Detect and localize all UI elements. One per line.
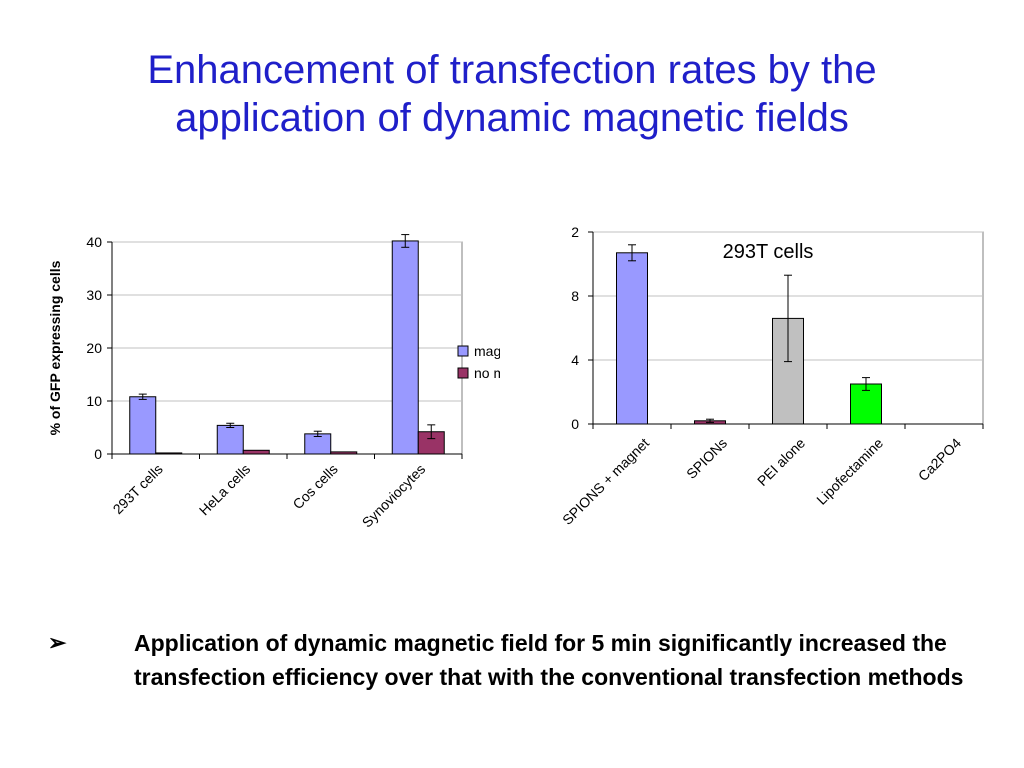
bar-magnet [216, 424, 244, 455]
x-tick-label: 293T cells [110, 461, 166, 517]
x-tick-label: PEI alone [754, 435, 808, 489]
bar-magnet [391, 240, 419, 455]
legend-label-magnet: magnet [474, 343, 500, 359]
legend-swatch-no-magnet [457, 367, 469, 379]
x-tick-label: Synoviocytes [359, 461, 429, 531]
y-tick-label: 0 [571, 416, 579, 432]
title-line-1: Enhancement of transfection rates by the [147, 48, 877, 92]
bar-magnet [129, 396, 157, 455]
arrow-bullet-icon: ➢ [48, 630, 67, 655]
y-tick-label: 10 [86, 393, 102, 409]
title-line-2: application of dynamic magnetic fields [175, 96, 849, 140]
bullet-text: Application of dynamic magnetic field fo… [134, 630, 964, 690]
293t-methods-chart: 0 4 8 2 SPIONS + magnet SPIONs PEI alone Lipofe… [559, 224, 984, 528]
x-tick-label: Cos cells [289, 461, 340, 512]
bar-no-magnet [242, 449, 270, 455]
x-tick-label: SPIONs [683, 435, 730, 482]
y-tick-label: 40 [86, 234, 102, 250]
y-tick-label: 30 [86, 287, 102, 303]
legend-label-no-magnet: no magnet [474, 365, 500, 381]
x-tick-label: Lipofectamine [813, 435, 886, 508]
y-tick-label: 0 [94, 446, 102, 462]
x-tick-label: Ca2PO4 [915, 435, 964, 484]
gfp-transfection-chart: 0 10 20 30 40 293T cells HeLa cells Cos cells Sy… [47, 234, 500, 531]
y-tick-label: 20 [86, 340, 102, 356]
x-tick-label: SPIONS + magnet [559, 435, 652, 528]
bar-1 [616, 252, 648, 425]
bar-no-magnet [155, 452, 183, 455]
y-tick-label: 2 [571, 224, 579, 240]
slide-title: Enhancement of transfection rates by the… [60, 46, 964, 142]
y-tick-label: 4 [571, 352, 579, 368]
chart-title: 293T cells [723, 241, 814, 263]
bar-no-magnet [330, 451, 358, 455]
y-tick-label: 8 [571, 288, 579, 304]
legend-swatch-magnet [457, 345, 469, 357]
y-axis-label: % of GFP expressing cells [47, 260, 63, 435]
x-tick-label: HeLa cells [196, 461, 254, 519]
